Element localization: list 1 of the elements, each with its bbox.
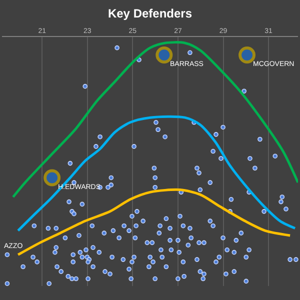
chart-title: Key Defenders [108,6,192,21]
